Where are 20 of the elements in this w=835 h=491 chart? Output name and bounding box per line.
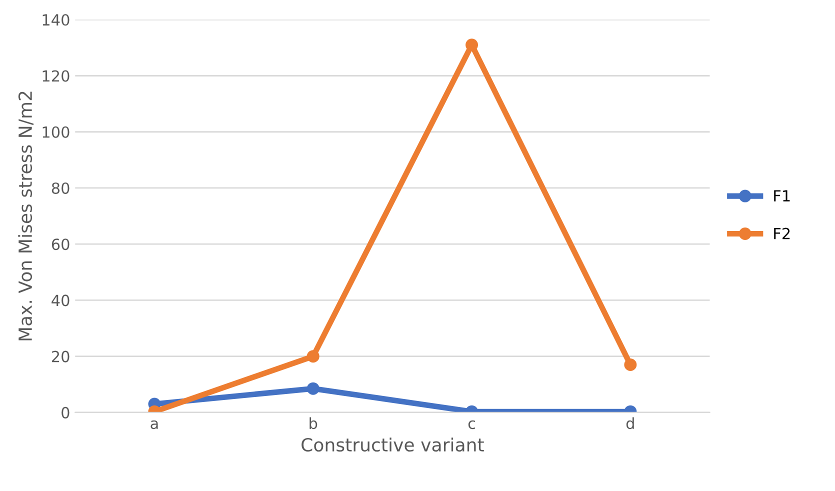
y-tick-label: 20 bbox=[52, 350, 70, 362]
point bbox=[306, 350, 320, 363]
x-tick-label: d bbox=[626, 417, 634, 430]
y-tick-label: 0 bbox=[62, 406, 70, 418]
y-tick-label: 40 bbox=[52, 294, 70, 306]
point bbox=[624, 358, 637, 371]
y-tick-label: 120 bbox=[42, 70, 70, 82]
x-tick-label: b bbox=[310, 417, 318, 430]
x-tick-label: c bbox=[468, 420, 476, 430]
y-tick-label: 80 bbox=[52, 182, 70, 194]
x-axis-title: Constructive variant bbox=[302, 438, 484, 452]
legend-label: F1 bbox=[774, 190, 790, 202]
y-axis-title: Max. Von Mises stress N/m2 bbox=[18, 92, 34, 340]
y-tick-label: 100 bbox=[42, 126, 70, 138]
legend-label: F2 bbox=[774, 228, 790, 240]
point bbox=[306, 382, 320, 395]
point bbox=[466, 38, 478, 52]
x-tick-label: a bbox=[150, 420, 158, 430]
y-tick-label: 60 bbox=[52, 238, 70, 250]
y-tick-label: 140 bbox=[42, 14, 70, 26]
